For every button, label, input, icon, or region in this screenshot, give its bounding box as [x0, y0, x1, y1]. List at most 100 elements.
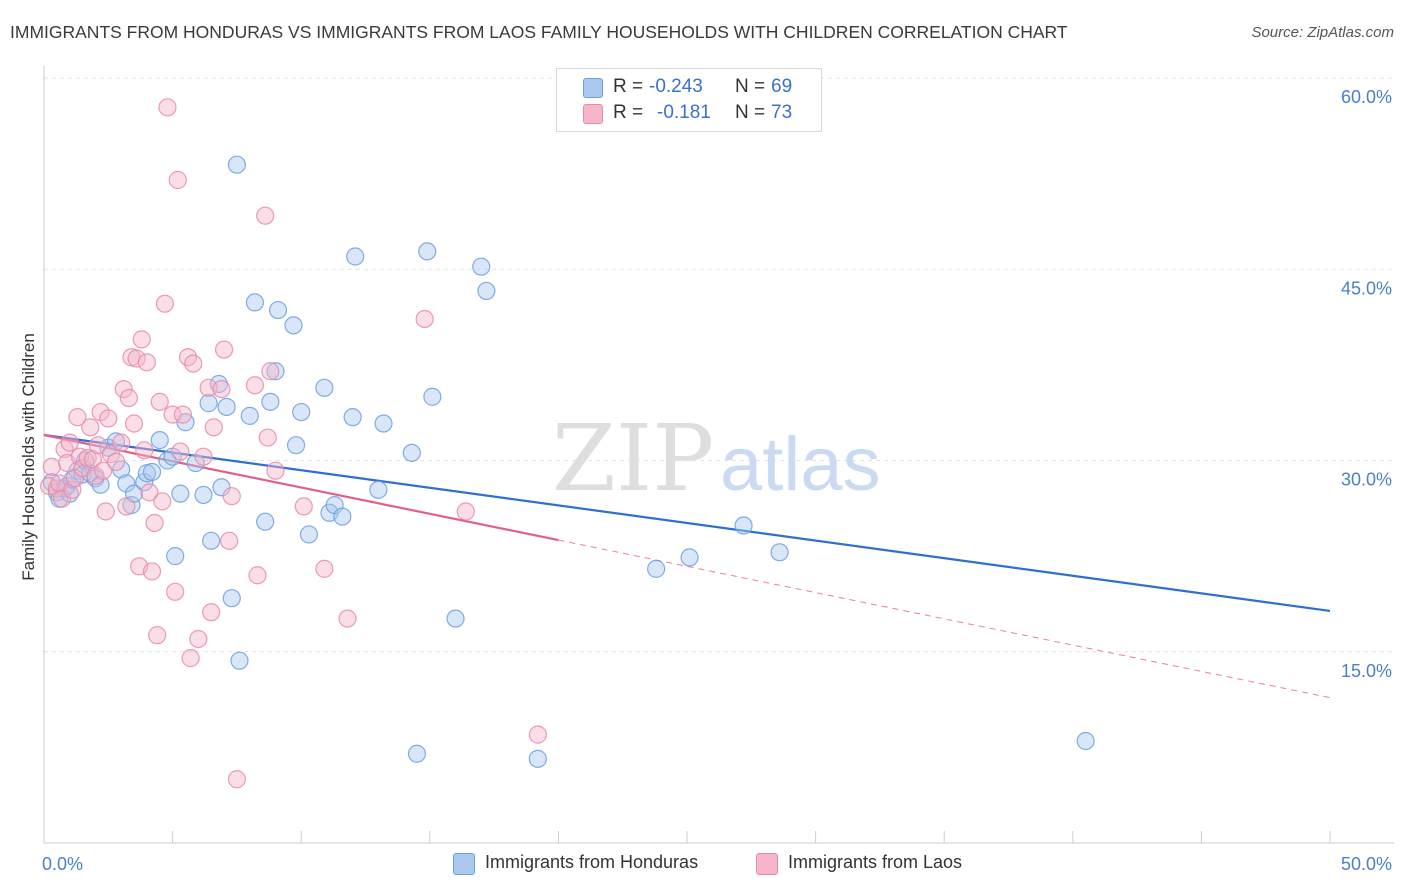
laos-legend-swatch	[756, 853, 778, 875]
laos-point	[415, 309, 434, 329]
y-tick-label: 15.0%	[1341, 661, 1392, 681]
honduras-point	[402, 443, 421, 462]
honduras-point	[407, 744, 427, 763]
honduras-point	[91, 475, 110, 494]
r-label: R =	[613, 102, 644, 123]
laos-legend-label: Immigrants from Laos	[788, 852, 963, 872]
y-tick-label: 60.0%	[1341, 87, 1392, 107]
watermark-zip: ZIP	[552, 405, 714, 512]
r-label: R =	[613, 76, 644, 97]
honduras-point	[266, 362, 285, 381]
laos-point	[112, 433, 131, 452]
honduras-point	[117, 474, 136, 493]
laos-trend-line-dashed	[558, 539, 1331, 699]
laos-point	[135, 441, 154, 460]
correlation-legend: R = -0.243 N = 69 R = -0.181 N = 73	[556, 68, 822, 132]
laos-point	[99, 409, 118, 428]
laos-point	[528, 725, 547, 744]
honduras-point	[343, 408, 362, 427]
honduras-point	[240, 406, 259, 425]
honduras-point	[171, 484, 190, 503]
laos-point	[261, 362, 280, 381]
honduras-legend-label: Immigrants from Honduras	[485, 852, 699, 872]
laos-point	[189, 629, 208, 649]
laos-point	[266, 461, 285, 480]
x-tick-label: 50.0%	[1341, 854, 1392, 874]
laos-point	[248, 566, 267, 585]
laos-point	[142, 562, 162, 581]
honduras-point	[374, 414, 393, 433]
laos-point	[127, 349, 146, 368]
laos-point	[220, 531, 239, 550]
honduras-point	[286, 436, 306, 455]
honduras-point	[528, 749, 547, 768]
laos-point	[140, 483, 159, 502]
honduras-point	[299, 525, 319, 544]
laos-point	[194, 447, 213, 466]
honduras-point	[217, 397, 236, 417]
laos-point	[173, 405, 192, 424]
honduras-point	[315, 378, 334, 397]
laos-point	[166, 582, 185, 601]
honduras-point	[734, 516, 753, 535]
laos-point	[199, 378, 218, 397]
honduras-point	[284, 316, 303, 335]
laos-point	[171, 442, 190, 461]
honduras-point	[202, 531, 221, 550]
honduras-point	[647, 559, 666, 578]
honduras-point	[369, 480, 388, 499]
n-value: 73	[771, 102, 793, 123]
honduras-trend-line	[43, 433, 1331, 613]
honduras-point	[209, 374, 228, 394]
honduras-point	[418, 242, 437, 261]
data-points	[40, 98, 1095, 789]
honduras-point	[680, 548, 699, 567]
source-label: Source: ZipAtlas.com	[1251, 24, 1394, 41]
laos-point	[68, 408, 87, 427]
honduras-point	[346, 247, 365, 266]
laos-point	[315, 559, 334, 578]
r-value: -0.181	[657, 102, 711, 123]
r-value: -0.243	[649, 76, 703, 97]
honduras-swatch	[583, 78, 603, 98]
axes	[43, 66, 1394, 844]
honduras-point	[477, 281, 496, 301]
laos-swatch	[583, 104, 603, 124]
laos-point	[132, 330, 151, 349]
laos-point	[88, 436, 108, 455]
honduras-point	[261, 392, 280, 411]
honduras-point	[245, 293, 265, 312]
laos-point	[163, 405, 182, 424]
laos-point	[294, 497, 313, 516]
honduras-point	[212, 478, 231, 497]
laos-point	[214, 340, 234, 359]
honduras-legend-swatch	[453, 853, 475, 875]
laos-point	[119, 388, 138, 408]
laos-point	[137, 353, 156, 372]
laos-point	[106, 452, 126, 471]
honduras-point	[222, 589, 241, 608]
honduras-point	[472, 257, 491, 276]
honduras-point	[292, 402, 311, 422]
honduras-point	[150, 431, 169, 450]
tick-labels: 15.0% 30.0% 45.0% 60.0% 0.0% 50.0%	[42, 87, 1392, 874]
laos-point	[222, 487, 241, 506]
laos-trend-line	[43, 433, 559, 542]
laos-point	[145, 513, 164, 533]
laos-point	[155, 294, 174, 313]
laos-point	[184, 354, 203, 373]
laos-point	[42, 457, 61, 476]
laos-point	[52, 489, 72, 508]
y-tick-label: 45.0%	[1341, 278, 1392, 298]
gridlines	[44, 77, 1394, 653]
honduras-point	[230, 651, 249, 670]
laos-point	[168, 170, 187, 190]
watermark-atlas: atlas	[720, 422, 881, 507]
laos-point	[227, 770, 246, 789]
honduras-point	[256, 512, 275, 531]
honduras-point	[194, 485, 213, 505]
laos-point	[117, 497, 136, 516]
laos-point	[94, 461, 113, 480]
laos-point	[114, 380, 133, 399]
